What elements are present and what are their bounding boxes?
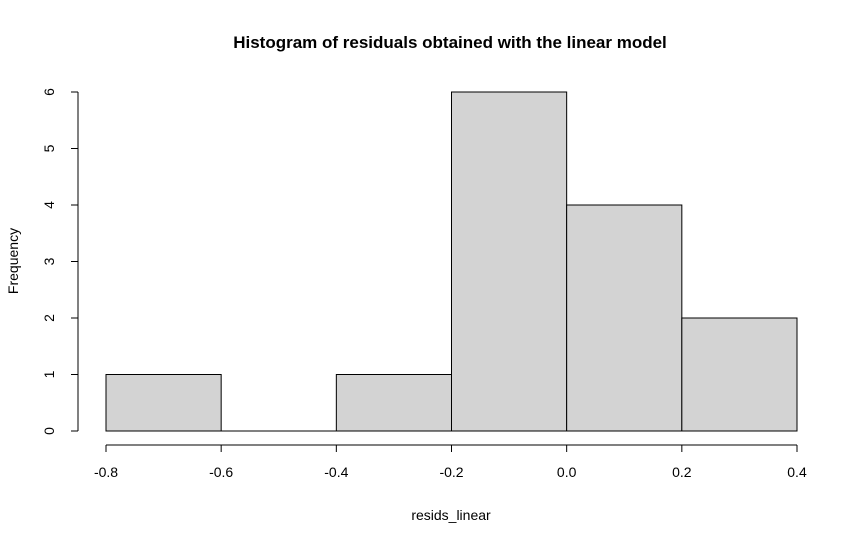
y-axis-label: Frequency: [5, 228, 21, 294]
y-tick-label-6: 6: [41, 88, 57, 96]
x-tick-label-5: 0.2: [672, 464, 692, 480]
y-tick-label-4: 4: [41, 201, 57, 209]
y-tick-label-3: 3: [41, 257, 57, 265]
y-tick-label-0: 0: [41, 427, 57, 435]
x-tick-label-0: -0.8: [94, 464, 118, 480]
histogram-bar-4: [566, 204, 683, 432]
histogram-bars: [105, 91, 798, 432]
x-axis: -0.8 -0.6 -0.4 -0.2 0.0 0.2 0.4: [94, 444, 807, 480]
y-tick-label-5: 5: [41, 144, 57, 152]
histogram-bar-2: [335, 374, 453, 432]
x-axis-label: resids_linear: [411, 507, 491, 523]
x-tick-label-1: -0.6: [209, 464, 233, 480]
chart-title: Histogram of residuals obtained with the…: [233, 33, 667, 52]
histogram-bar-3: [451, 91, 568, 432]
x-tick-label-3: -0.2: [439, 464, 463, 480]
histogram-bar-0: [105, 374, 222, 432]
histogram-bar-5: [681, 317, 798, 432]
x-tick-label-4: 0.0: [557, 464, 577, 480]
y-tick-label-2: 2: [41, 314, 57, 322]
y-tick-label-1: 1: [41, 370, 57, 378]
x-tick-label-2: -0.4: [324, 464, 348, 480]
y-axis: 0 1 2 3 4 5 6: [41, 88, 79, 435]
x-tick-label-6: 0.4: [787, 464, 807, 480]
